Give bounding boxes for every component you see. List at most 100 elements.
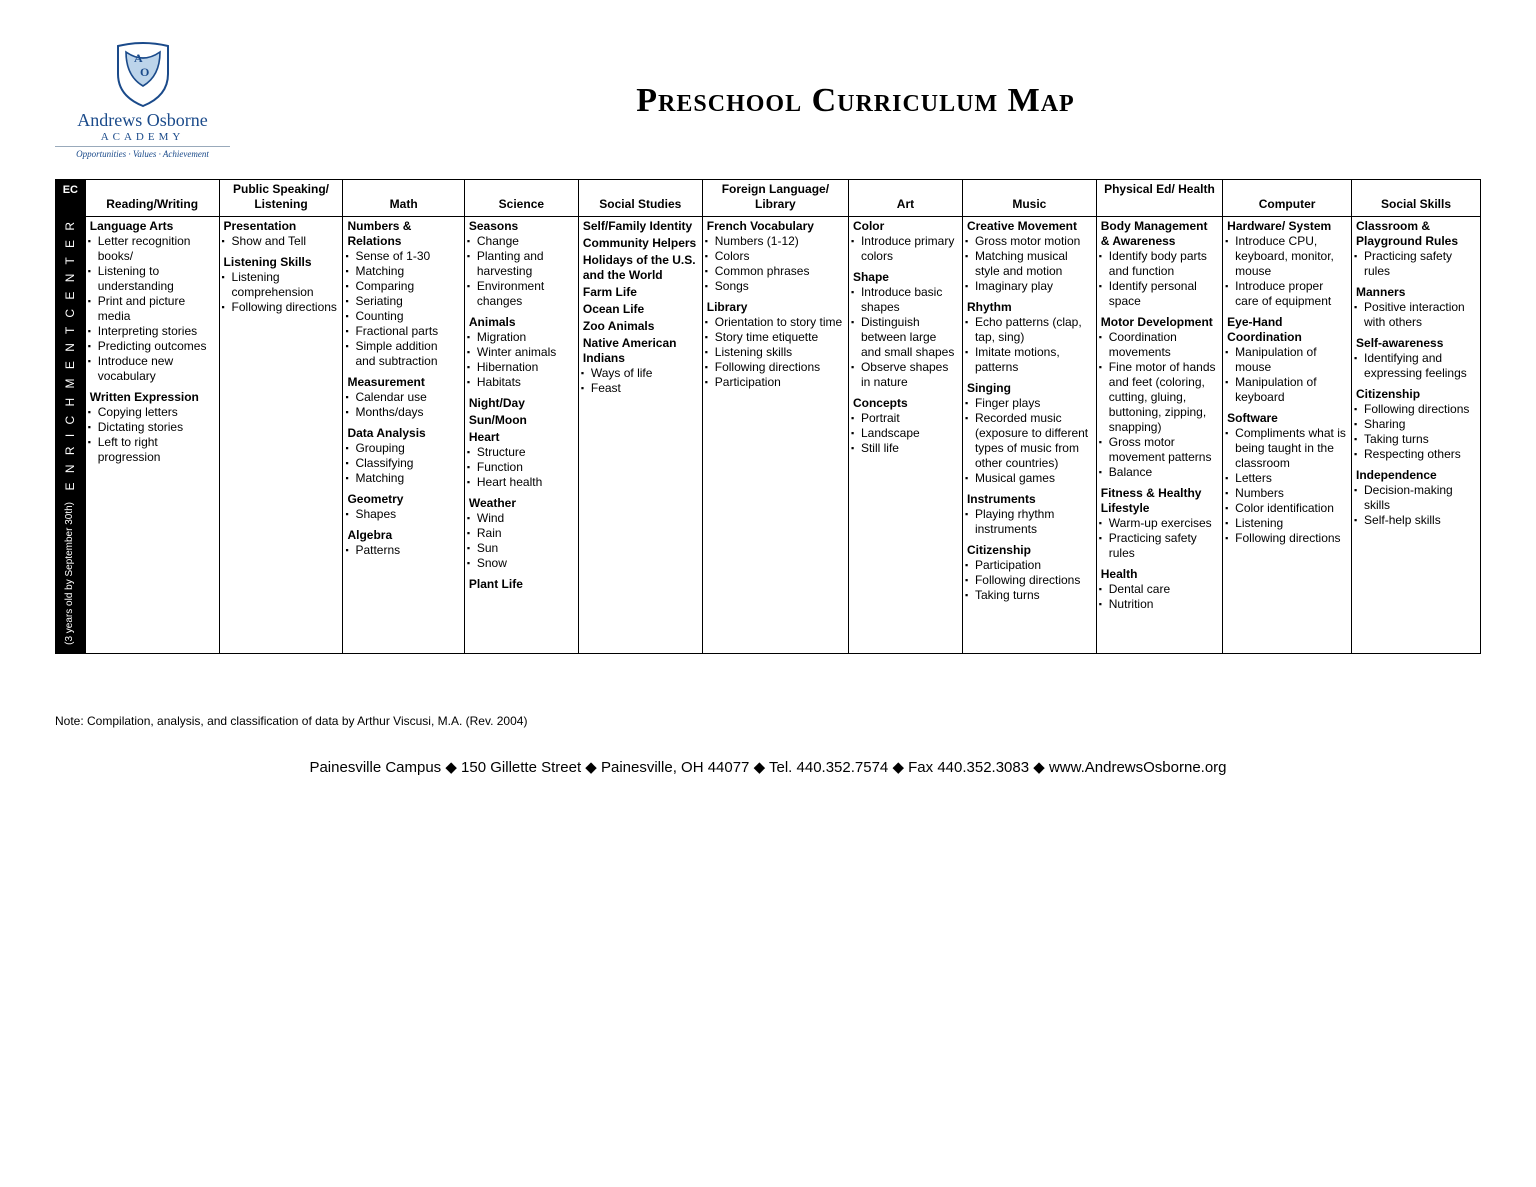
- list-item: Story time etiquette: [715, 330, 844, 345]
- section-heading: Self-awareness: [1356, 336, 1476, 351]
- section-list: WindRainSunSnow: [469, 511, 574, 571]
- th-science: Science: [464, 180, 578, 217]
- section-list: Following directionsSharingTaking turnsR…: [1356, 402, 1476, 462]
- section-heading: Hardware/ System: [1227, 219, 1347, 234]
- section-heading: Plant Life: [469, 577, 574, 592]
- section-heading: Concepts: [853, 396, 958, 411]
- section-heading: Instruments: [967, 492, 1092, 507]
- list-item: Shapes: [355, 507, 459, 522]
- section-list: Calendar useMonths/days: [347, 390, 459, 420]
- list-item: Interpreting stories: [98, 324, 215, 339]
- section-list: StructureFunctionHeart health: [469, 445, 574, 490]
- cell-pe: Body Management & AwarenessIdentify body…: [1096, 217, 1222, 654]
- shield-icon: A O: [114, 40, 172, 108]
- list-item: Recorded music (exposure to different ty…: [975, 411, 1092, 471]
- section-list: Show and Tell: [224, 234, 339, 249]
- section-heading: Shape: [853, 270, 958, 285]
- list-item: Finger plays: [975, 396, 1092, 411]
- list-item: Fine motor of hands and feet (coloring, …: [1109, 360, 1218, 435]
- list-item: Distinguish between large and small shap…: [861, 315, 958, 360]
- section-heading: Animals: [469, 315, 574, 330]
- list-item: Decision-making skills: [1364, 483, 1476, 513]
- section-heading: Night/Day: [469, 396, 574, 411]
- section-heading: Measurement: [347, 375, 459, 390]
- cell-library: French VocabularyNumbers (1-12)ColorsCom…: [702, 217, 848, 654]
- brand-separator: [55, 146, 230, 147]
- list-item: Playing rhythm instruments: [975, 507, 1092, 537]
- list-item: Practicing safety rules: [1364, 249, 1476, 279]
- list-item: Self-help skills: [1364, 513, 1476, 528]
- brand-tagline: Opportunities · Values · Achievement: [76, 149, 209, 159]
- section-heading: Creative Movement: [967, 219, 1092, 234]
- footer: Painesville Campus ◆ 150 Gillette Street…: [55, 758, 1481, 776]
- section-heading: French Vocabulary: [707, 219, 844, 234]
- list-item: Following directions: [1235, 531, 1347, 546]
- list-item: Fractional parts: [355, 324, 459, 339]
- list-item: Color identification: [1235, 501, 1347, 516]
- section-list: Playing rhythm instruments: [967, 507, 1092, 537]
- list-item: Following directions: [1364, 402, 1476, 417]
- section-list: Sense of 1-30MatchingComparingSeriatingC…: [347, 249, 459, 369]
- side-ec: EC: [56, 180, 86, 217]
- section-heading: Listening Skills: [224, 255, 339, 270]
- list-item: Grouping: [355, 441, 459, 456]
- list-item: Snow: [477, 556, 574, 571]
- list-item: Identifying and expressing feelings: [1364, 351, 1476, 381]
- section-list: Introduce CPU, keyboard, monitor, mouseI…: [1227, 234, 1347, 309]
- list-item: Taking turns: [1364, 432, 1476, 447]
- list-item: Comparing: [355, 279, 459, 294]
- list-item: Participation: [715, 375, 844, 390]
- curriculum-table: EC Reading/Writing Public Speaking/ List…: [55, 179, 1481, 654]
- section-heading: Eye-Hand Coordination: [1227, 315, 1347, 345]
- section-heading: Geometry: [347, 492, 459, 507]
- note: Note: Compilation, analysis, and classif…: [55, 714, 1481, 728]
- list-item: Gross motor movement patterns: [1109, 435, 1218, 465]
- section-heading: Language Arts: [90, 219, 215, 234]
- list-item: Introduce primary colors: [861, 234, 958, 264]
- list-item: Introduce new vocabulary: [98, 354, 215, 384]
- section-list: Numbers (1-12)ColorsCommon phrasesSongs: [707, 234, 844, 294]
- section-heading: Citizenship: [1356, 387, 1476, 402]
- list-item: Portrait: [861, 411, 958, 426]
- list-item: Imitate motions, patterns: [975, 345, 1092, 375]
- list-item: Respecting others: [1364, 447, 1476, 462]
- section-heading: Manners: [1356, 285, 1476, 300]
- section-list: Introduce primary colors: [853, 234, 958, 264]
- list-item: Show and Tell: [232, 234, 339, 249]
- section-heading: Color: [853, 219, 958, 234]
- section-heading: Citizenship: [967, 543, 1092, 558]
- list-item: Introduce basic shapes: [861, 285, 958, 315]
- section-heading: Classroom & Playground Rules: [1356, 219, 1476, 249]
- section-heading: Fitness & Healthy Lifestyle: [1101, 486, 1218, 516]
- list-item: Warm-up exercises: [1109, 516, 1218, 531]
- list-item: Identify body parts and function: [1109, 249, 1218, 279]
- cell-computer: Hardware/ SystemIntroduce CPU, keyboard,…: [1223, 217, 1352, 654]
- th-computer: Computer: [1223, 180, 1352, 217]
- section-heading: Health: [1101, 567, 1218, 582]
- list-item: Identify personal space: [1109, 279, 1218, 309]
- section-list: Introduce basic shapesDistinguish betwee…: [853, 285, 958, 390]
- svg-text:A: A: [134, 51, 143, 65]
- th-pe: Physical Ed/ Health: [1096, 180, 1222, 217]
- section-list: ChangePlanting and harvestingEnvironment…: [469, 234, 574, 309]
- list-item: Letters: [1235, 471, 1347, 486]
- logo: A O Andrews Osborne ACADEMY Opportunitie…: [55, 40, 230, 159]
- list-item: Function: [477, 460, 574, 475]
- section-list: Positive interaction with others: [1356, 300, 1476, 330]
- list-item: Environment changes: [477, 279, 574, 309]
- section-heading: Native American Indians: [583, 336, 698, 366]
- section-heading: Seasons: [469, 219, 574, 234]
- list-item: Introduce CPU, keyboard, monitor, mouse: [1235, 234, 1347, 279]
- section-heading: Numbers & Relations: [347, 219, 459, 249]
- list-item: Coordination movements: [1109, 330, 1218, 360]
- section-heading: Farm Life: [583, 285, 698, 300]
- section-heading: Sun/Moon: [469, 413, 574, 428]
- cell-math: Numbers & RelationsSense of 1-30Matching…: [343, 217, 464, 654]
- section-list: Practicing safety rules: [1356, 249, 1476, 279]
- section-heading: Body Management & Awareness: [1101, 219, 1218, 249]
- section-heading: Zoo Animals: [583, 319, 698, 334]
- section-list: Manipulation of mouseManipulation of key…: [1227, 345, 1347, 405]
- section-list: Identify body parts and functionIdentify…: [1101, 249, 1218, 309]
- list-item: Imaginary play: [975, 279, 1092, 294]
- list-item: Left to right progression: [98, 435, 215, 465]
